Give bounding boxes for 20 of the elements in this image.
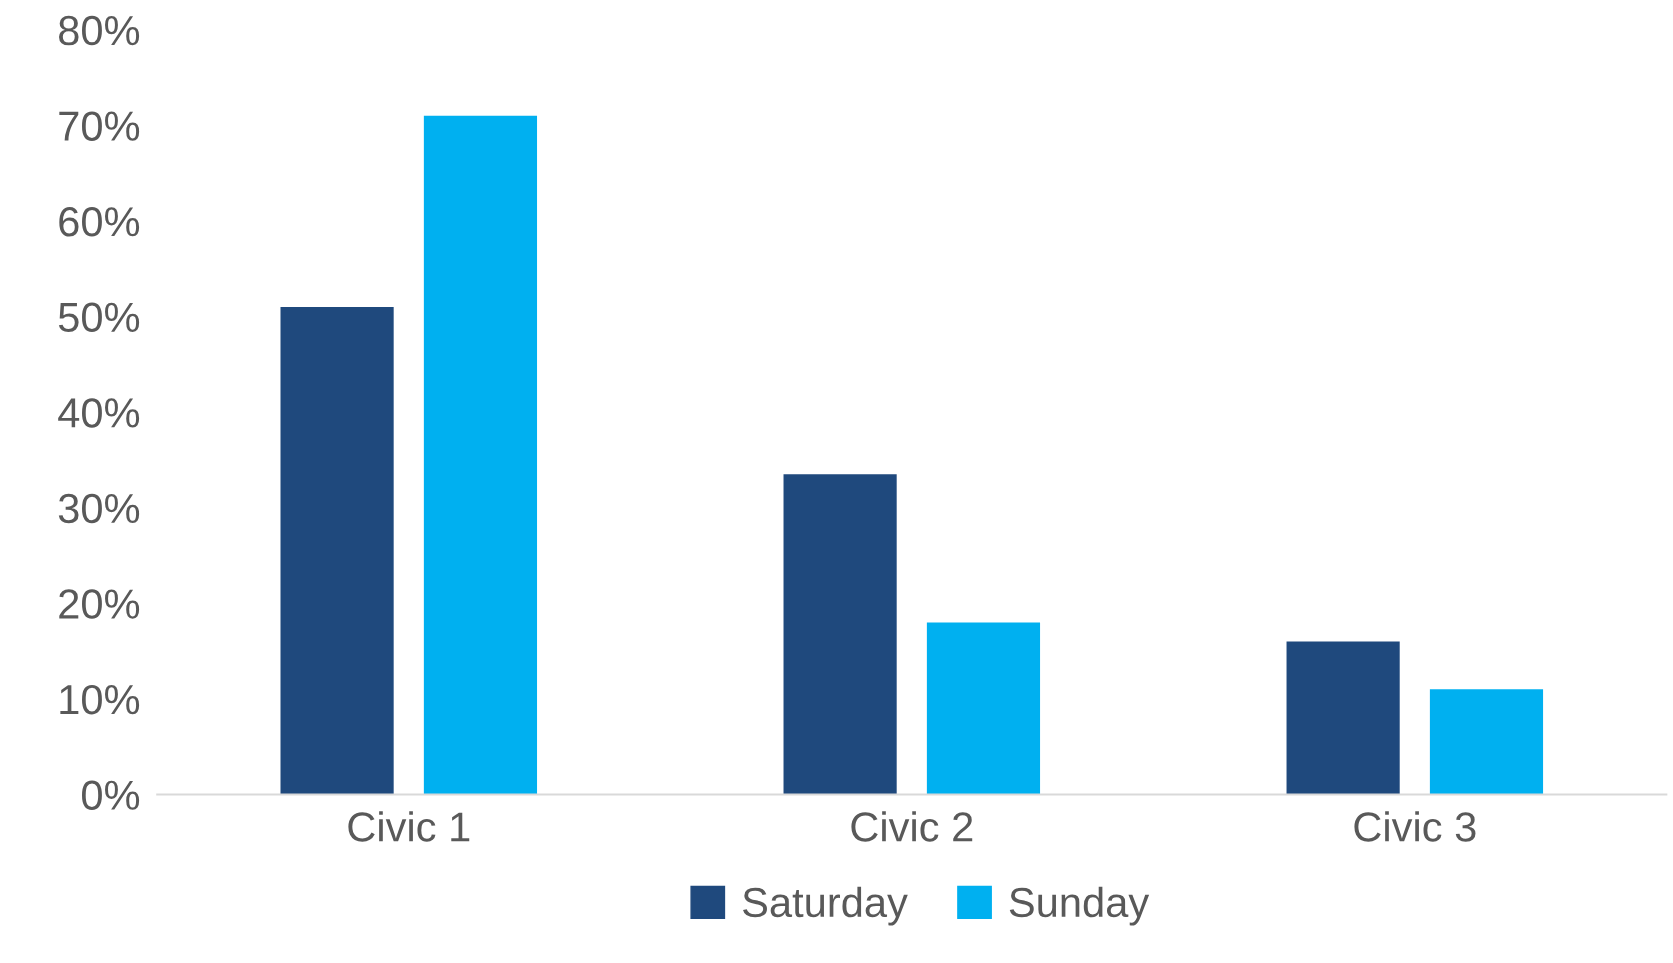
x-tick-label: Civic 1 [348,811,470,842]
bar [1286,641,1400,795]
y-tick-label: 50% [58,302,140,333]
bar [926,622,1041,795]
legend-label: Sunday [1009,886,1150,926]
legend-label: Saturday [743,886,908,926]
y-tick-label: 60% [59,207,140,237]
y-tick-label: 70% [59,111,140,141]
y-tick-label: 40% [58,398,140,428]
y-tick-label: 10% [60,684,140,715]
bar [280,307,394,795]
y-tick-label: 0% [82,780,140,810]
bar [423,115,538,795]
y-tick-label: 30% [58,493,140,524]
x-tick-label: Civic 2 [851,811,973,842]
bar [783,474,897,795]
x-tick-label: Civic 3 [1354,811,1476,842]
y-tick-label: 80% [59,15,140,46]
y-tick-label: 20% [59,589,140,619]
bar [1429,689,1544,795]
